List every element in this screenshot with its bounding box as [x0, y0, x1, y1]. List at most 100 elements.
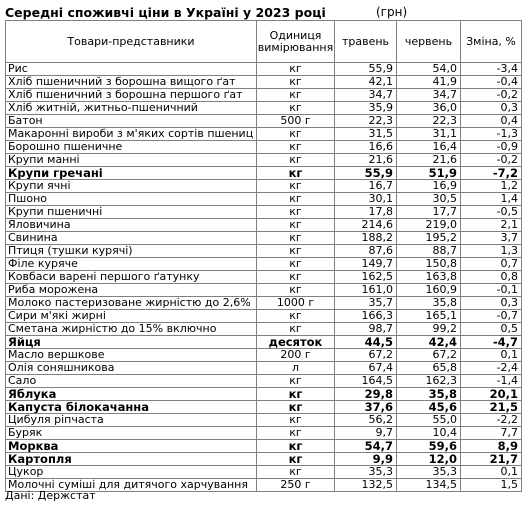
june-price-cell: 31,1 — [396, 127, 461, 141]
table-row: Картопля кг 9,9 12,0 21,7 — [5, 452, 522, 466]
table-body: Рис кг 55,9 54,0 -3,4 Хліб пшеничний з борошн… — [5, 62, 522, 492]
may-price-cell: 37,6 — [334, 400, 397, 414]
product-name-cell: Крупи ячні — [5, 179, 257, 193]
may-price-cell: 35,3 — [334, 465, 397, 479]
change-cell: 1,3 — [460, 244, 522, 258]
unit-cell: кг — [256, 322, 335, 336]
table-row: Капуста білокачанна кг 37,6 45,6 21,5 — [5, 400, 522, 414]
unit-cell: кг — [256, 140, 335, 154]
june-price-cell: 54,0 — [396, 62, 461, 76]
may-price-cell: 67,4 — [334, 361, 397, 375]
unit-cell: кг — [256, 205, 335, 219]
unit-cell: кг — [256, 400, 335, 414]
change-cell: 0,1 — [460, 465, 522, 479]
june-price-cell: 55,0 — [396, 413, 461, 427]
may-price-cell: 164,5 — [334, 374, 397, 388]
product-name-cell: Сало — [5, 374, 257, 388]
june-price-cell: 88,7 — [396, 244, 461, 258]
unit-cell: кг — [256, 127, 335, 141]
product-name-cell: Капуста білокачанна — [5, 400, 257, 414]
change-cell: -2,4 — [460, 361, 522, 375]
unit-cell: 200 г — [256, 348, 335, 362]
unit-cell: кг — [256, 88, 335, 102]
may-price-cell: 87,6 — [334, 244, 397, 258]
table-row: Сало кг 164,5 162,3 -1,4 — [5, 374, 522, 388]
unit-cell: кг — [256, 465, 335, 479]
may-price-cell: 67,2 — [334, 348, 397, 362]
unit-cell: кг — [256, 101, 335, 115]
product-name-cell: Рис — [5, 62, 257, 76]
june-price-cell: 22,3 — [396, 114, 461, 128]
product-name-cell: Крупи манні — [5, 153, 257, 167]
product-name-cell: Морква — [5, 439, 257, 453]
table-row: Цукор кг 35,3 35,3 0,1 — [5, 465, 522, 479]
june-price-cell: 99,2 — [396, 322, 461, 336]
change-cell: -3,4 — [460, 62, 522, 76]
unit-cell: кг — [256, 283, 335, 297]
may-price-cell: 166,3 — [334, 309, 397, 323]
table-row: Масло вершкове 200 г 67,2 67,2 0,1 — [5, 348, 522, 362]
unit-cell: кг — [256, 452, 335, 466]
may-price-cell: 54,7 — [334, 439, 397, 453]
unit-cell: 1000 г — [256, 296, 335, 310]
table-row: Пшоно кг 30,1 30,5 1,4 — [5, 192, 522, 206]
source-note: Дані: Держстат — [5, 489, 96, 502]
june-price-cell: 36,0 — [396, 101, 461, 115]
change-cell: 0,7 — [460, 257, 522, 271]
product-name-cell: Картопля — [5, 452, 257, 466]
unit-cell: кг — [256, 374, 335, 388]
table-row: Крупи гречані кг 55,9 51,9 -7,2 — [5, 166, 522, 180]
may-price-cell: 22,3 — [334, 114, 397, 128]
product-name-cell: Цибуля ріпчаста — [5, 413, 257, 427]
unit-cell: кг — [256, 62, 335, 76]
change-cell: 8,9 — [460, 439, 522, 453]
change-cell: 2,1 — [460, 218, 522, 232]
may-price-cell: 30,1 — [334, 192, 397, 206]
product-name-cell: Батон — [5, 114, 257, 128]
change-cell: 1,4 — [460, 192, 522, 206]
unit-cell: кг — [256, 218, 335, 232]
table-row: Сири м'якi жирнi кг 166,3 165,1 -0,7 — [5, 309, 522, 323]
unit-cell: кг — [256, 179, 335, 193]
june-price-cell: 12,0 — [396, 452, 461, 466]
change-cell: -0,1 — [460, 283, 522, 297]
table-row: Крупи ячні кг 16,7 16,9 1,2 — [5, 179, 522, 193]
change-cell: -0,5 — [460, 205, 522, 219]
unit-cell: 250 г — [256, 478, 335, 492]
june-price-cell: 16,9 — [396, 179, 461, 193]
table-row: Макаронні вироби з м'яких сортів пшениц к… — [5, 127, 522, 141]
change-cell: -1,3 — [460, 127, 522, 141]
june-price-cell: 16,4 — [396, 140, 461, 154]
product-name-cell: Риба морожена — [5, 283, 257, 297]
column-header-product: Товари-представники — [5, 20, 257, 63]
table-row: Буряк кг 9,7 10,4 7,7 — [5, 426, 522, 440]
product-name-cell: Цукор — [5, 465, 257, 479]
change-cell: 3,7 — [460, 231, 522, 245]
may-price-cell: 55,9 — [334, 166, 397, 180]
table-row: Яловичина кг 214,6 219,0 2,1 — [5, 218, 522, 232]
change-cell: -0,9 — [460, 140, 522, 154]
june-price-cell: 45,6 — [396, 400, 461, 414]
june-price-cell: 51,9 — [396, 166, 461, 180]
table-row: Сметана жирністю до 15% включно кг 98,7 99,… — [5, 322, 522, 336]
change-cell: -1,4 — [460, 374, 522, 388]
may-price-cell: 9,9 — [334, 452, 397, 466]
unit-cell: кг — [256, 387, 335, 401]
june-price-cell: 162,3 — [396, 374, 461, 388]
change-cell: -7,2 — [460, 166, 522, 180]
table-row: Птиця (тушки курячі) кг 87,6 88,7 1,3 — [5, 244, 522, 258]
change-cell: 0,3 — [460, 296, 522, 310]
may-price-cell: 44,5 — [334, 335, 397, 349]
may-price-cell: 161,0 — [334, 283, 397, 297]
table-row: Молоко пастеризоване жирністю до 2,6% 100… — [5, 296, 522, 310]
may-price-cell: 34,7 — [334, 88, 397, 102]
may-price-cell: 16,6 — [334, 140, 397, 154]
change-cell: 21,7 — [460, 452, 522, 466]
june-price-cell: 165,1 — [396, 309, 461, 323]
unit-cell: кг — [256, 166, 335, 180]
june-price-cell: 195,2 — [396, 231, 461, 245]
product-name-cell: Хліб пшеничний з борошна вищого ґат — [5, 75, 257, 89]
may-price-cell: 149,7 — [334, 257, 397, 271]
product-name-cell: Молоко пастеризоване жирністю до 2,6% — [5, 296, 257, 310]
may-price-cell: 17,8 — [334, 205, 397, 219]
